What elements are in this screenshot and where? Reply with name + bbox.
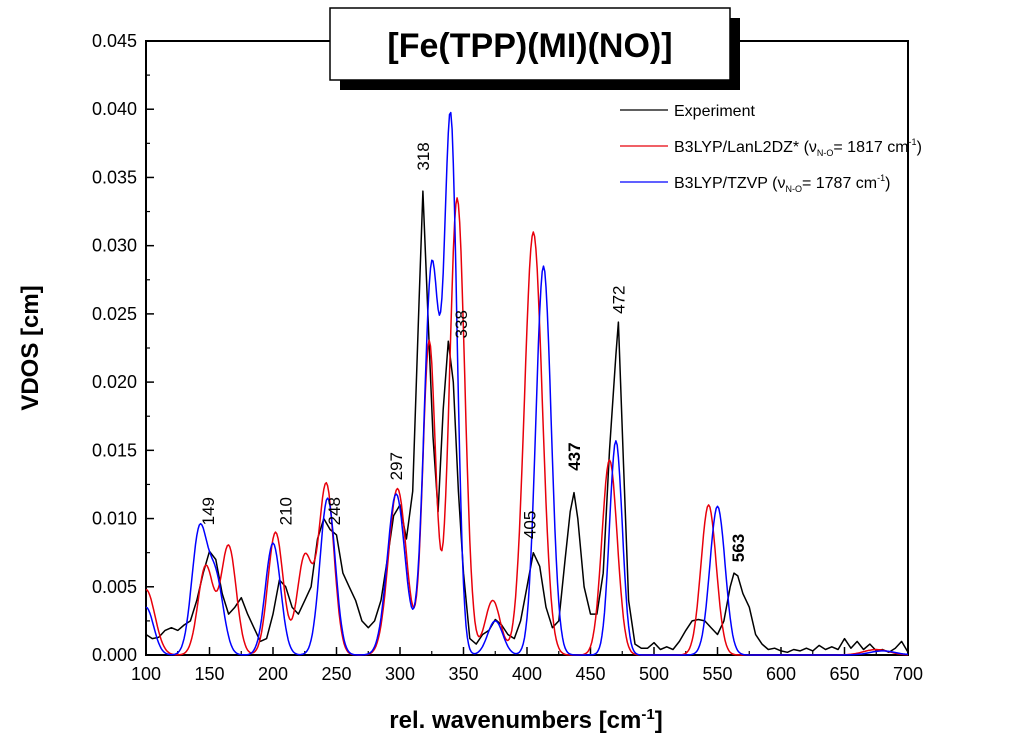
peak-label-338: 338 xyxy=(452,310,471,338)
series-experiment xyxy=(145,190,909,654)
peak-label-405: 405 xyxy=(521,511,540,539)
x-tick-label: 500 xyxy=(639,664,669,684)
y-tick-label: 0.030 xyxy=(92,236,137,256)
x-tick-label: 400 xyxy=(512,664,542,684)
x-tick-label: 450 xyxy=(575,664,605,684)
y-tick-label: 0.035 xyxy=(92,167,137,187)
y-tick-label: 0.005 xyxy=(92,577,137,597)
series-b3lyp-tzvp xyxy=(145,111,909,656)
peak-label-149: 149 xyxy=(199,497,218,525)
peak-label-563: 563 xyxy=(729,534,748,562)
peak-label-297: 297 xyxy=(387,452,406,480)
peak-label-318: 318 xyxy=(414,142,433,170)
chart-title: [Fe(TPP)(MI)(NO)] xyxy=(387,27,672,65)
y-tick-label: 0.045 xyxy=(92,31,137,51)
legend-label-tzvp: B3LYP/TZVP (νN-O= 1787 cm-1) xyxy=(674,173,890,194)
x-tick-label: 700 xyxy=(893,664,923,684)
x-tick-label: 100 xyxy=(131,664,161,684)
legend-label-experiment: Experiment xyxy=(674,103,755,120)
peak-label-437: 437 xyxy=(565,442,584,470)
plot-frame xyxy=(145,40,909,656)
peak-label-210: 210 xyxy=(277,497,296,525)
x-tick-label: 650 xyxy=(829,664,859,684)
x-tick-label: 550 xyxy=(702,664,732,684)
legend-label-lanl2dz: B3LYP/LanL2DZ* (νN-O= 1817 cm-1) xyxy=(674,137,922,158)
x-axis: 100 150 200 250 300 350 400 450 500 550 600 650 700 xyxy=(131,647,923,684)
y-tick-label: 0.000 xyxy=(92,645,137,665)
x-tick-label: 300 xyxy=(385,664,415,684)
y-axis-title: VDOS [cm] xyxy=(17,285,44,410)
x-tick-label: 150 xyxy=(194,664,224,684)
x-tick-label: 250 xyxy=(321,664,351,684)
x-tick-label: 200 xyxy=(258,664,288,684)
y-tick-label: 0.020 xyxy=(92,372,137,392)
y-tick-label: 0.015 xyxy=(92,440,137,460)
x-tick-label: 350 xyxy=(448,664,478,684)
x-axis-title: rel. wavenumbers [cm-1] xyxy=(389,706,662,734)
series-layer xyxy=(145,111,909,656)
peak-annotations: 149 210 248 297 318 338 405 437 472 563 xyxy=(199,142,748,562)
title-box: [Fe(TPP)(MI)(NO)] xyxy=(329,7,740,90)
peak-label-472: 472 xyxy=(609,286,628,314)
legend: Experiment B3LYP/LanL2DZ* (νN-O= 1817 cm… xyxy=(620,103,922,194)
y-tick-label: 0.025 xyxy=(92,304,137,324)
y-tick-label: 0.040 xyxy=(92,99,137,119)
x-tick-label: 600 xyxy=(766,664,796,684)
peak-label-248: 248 xyxy=(325,497,344,525)
y-axis: 0.000 0.005 0.010 0.015 0.020 0.025 0.030 0.035… xyxy=(92,31,154,665)
y-tick-label: 0.010 xyxy=(92,509,137,529)
